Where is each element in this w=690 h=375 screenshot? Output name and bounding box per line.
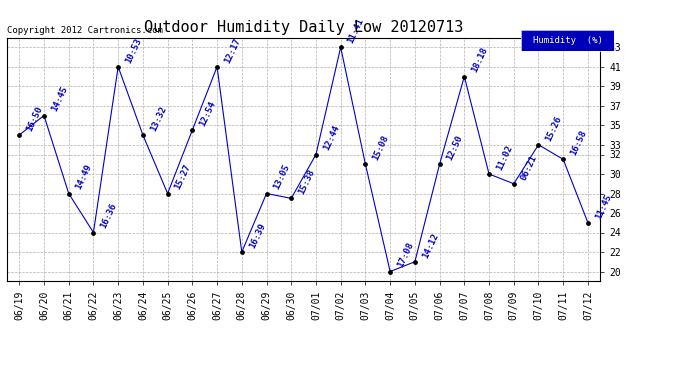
- Text: 14:49: 14:49: [75, 163, 94, 191]
- Point: [384, 268, 395, 274]
- Text: 15:26: 15:26: [544, 114, 564, 142]
- Text: 14:12: 14:12: [420, 231, 440, 260]
- Text: 13:32: 13:32: [148, 105, 168, 133]
- Point: [137, 132, 148, 138]
- Point: [236, 249, 247, 255]
- Text: 15:08: 15:08: [371, 134, 391, 162]
- Point: [14, 132, 25, 138]
- Text: 17:08: 17:08: [395, 241, 415, 269]
- Text: 11:45: 11:45: [593, 192, 613, 220]
- Point: [112, 64, 124, 70]
- Point: [286, 195, 297, 201]
- Point: [434, 161, 445, 167]
- Point: [360, 161, 371, 167]
- Point: [409, 259, 420, 265]
- Point: [509, 181, 520, 187]
- Point: [582, 220, 593, 226]
- Point: [261, 190, 272, 196]
- Text: 15:38: 15:38: [297, 168, 316, 196]
- Text: 12:44: 12:44: [322, 124, 341, 152]
- Text: 11:02: 11:02: [495, 144, 514, 172]
- Text: 11:41: 11:41: [346, 17, 366, 45]
- Text: Copyright 2012 Cartronics.com: Copyright 2012 Cartronics.com: [7, 26, 163, 35]
- Text: 12:50: 12:50: [445, 134, 464, 162]
- Point: [88, 230, 99, 236]
- Text: 16:36: 16:36: [99, 202, 119, 230]
- Point: [39, 112, 50, 118]
- Text: 16:39: 16:39: [247, 222, 267, 250]
- Text: 12:54: 12:54: [198, 100, 217, 128]
- Text: 12:17: 12:17: [223, 36, 242, 64]
- Point: [63, 190, 75, 196]
- Text: 13:05: 13:05: [272, 163, 292, 191]
- Text: 16:50: 16:50: [25, 105, 44, 133]
- Point: [484, 171, 495, 177]
- Point: [212, 64, 223, 70]
- Text: 06:21: 06:21: [520, 153, 539, 182]
- Text: 15:27: 15:27: [173, 163, 193, 191]
- Point: [533, 142, 544, 148]
- Point: [558, 156, 569, 162]
- Text: 10:53: 10:53: [124, 36, 144, 64]
- Text: 16:58: 16:58: [569, 129, 589, 157]
- Point: [310, 152, 322, 157]
- Text: Humidity  (%): Humidity (%): [533, 36, 602, 45]
- Point: [187, 127, 198, 133]
- Point: [162, 190, 173, 196]
- Title: Outdoor Humidity Daily Low 20120713: Outdoor Humidity Daily Low 20120713: [144, 20, 463, 35]
- Text: 14:45: 14:45: [50, 85, 69, 113]
- Point: [459, 74, 470, 80]
- Text: 18:18: 18:18: [470, 46, 489, 74]
- Point: [335, 44, 346, 50]
